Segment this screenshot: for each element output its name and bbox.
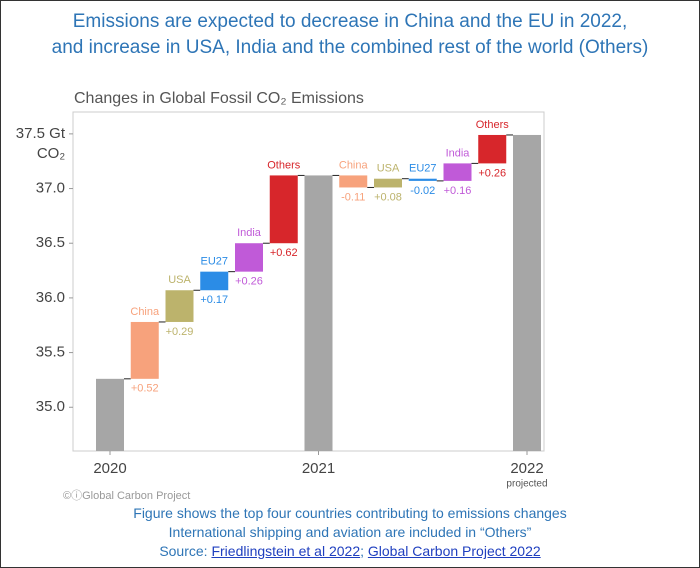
value-label: +0.16 [444, 185, 472, 197]
y-tick-label: 35.0 [36, 398, 65, 415]
value-label: +0.26 [235, 276, 263, 288]
change-bar [478, 134, 507, 164]
change-bar [200, 271, 229, 291]
total-bar [513, 134, 541, 451]
header-line: Emissions are expected to decrease in Ch… [72, 11, 628, 32]
change-name: India [237, 227, 262, 239]
value-label: -0.11 [341, 191, 365, 203]
change-bar [235, 243, 263, 272]
change-bar [443, 163, 472, 181]
footer-line: Figure shows the top four countries cont… [133, 505, 567, 521]
change-name: China [339, 159, 369, 171]
y-unit: CO₂ [37, 145, 66, 162]
y-tick-label: 37.5 Gt [16, 125, 66, 142]
total-bar [304, 175, 333, 451]
value-label: +0.29 [166, 326, 194, 338]
y-tick-label: 37.0 [36, 180, 65, 197]
change-name: China [130, 306, 160, 318]
y-tick-label: 36.5 [36, 234, 65, 251]
x-note: projected [506, 479, 547, 490]
value-label: +0.52 [131, 383, 159, 395]
source-link[interactable]: Friedlingstein et al 2022 [211, 543, 361, 559]
separator: ; [360, 543, 364, 559]
source-label: Source: [159, 543, 208, 559]
value-label: +0.62 [270, 247, 298, 259]
change-bar [374, 178, 402, 188]
y-tick-label: 36.0 [36, 289, 65, 306]
change-name: EU27 [200, 256, 228, 268]
change-name: USA [168, 274, 191, 286]
y-tick-label: 35.5 [36, 344, 65, 361]
change-bar [339, 175, 368, 188]
header-line: and increase in USA, India and the combi… [51, 37, 649, 58]
chart-title: Changes in Global Fossil CO₂ Emissions [74, 90, 364, 107]
change-name: EU27 [409, 163, 437, 175]
source-line: Source: Friedlingstein et al 2022; Globa… [1, 542, 699, 561]
change-name: Others [267, 159, 301, 171]
change-bar [408, 178, 437, 181]
change-bar [165, 290, 194, 322]
change-name: Others [476, 119, 510, 131]
value-label: +0.26 [478, 167, 506, 179]
credit: ©ⓘGlobal Carbon Project [63, 489, 190, 502]
value-label: -0.02 [410, 185, 435, 197]
header: Emissions are expected to decrease in Ch… [1, 9, 699, 61]
change-bar [269, 175, 298, 244]
change-bar [130, 321, 159, 379]
value-label: +0.17 [200, 294, 228, 306]
source-link[interactable]: Global Carbon Project 2022 [367, 543, 541, 559]
x-tick-label: 2022 [510, 460, 543, 477]
x-tick-label: 2021 [302, 460, 335, 477]
change-name: USA [377, 163, 400, 175]
total-bar [96, 378, 124, 451]
footer: Figure shows the top four countries cont… [1, 504, 699, 561]
footer-line: International shipping and aviation are … [168, 524, 532, 540]
value-label: +0.08 [374, 191, 402, 203]
change-name: India [446, 147, 471, 159]
x-tick-label: 2020 [93, 460, 126, 477]
